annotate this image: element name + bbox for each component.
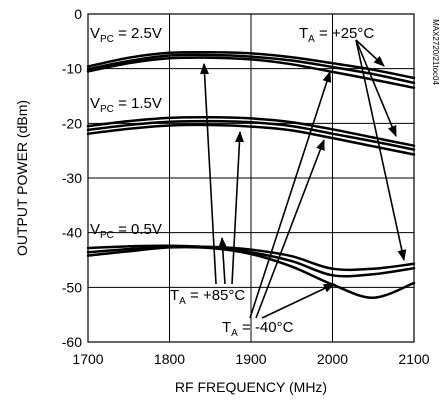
- series-line-1: [86, 53, 416, 85]
- y-tick-labels: 0 -10 -20 -30 -40 -50 -60: [62, 6, 82, 350]
- x-tick-label: 1700: [72, 351, 103, 367]
- arrow-m40c-to-2-5v: [249, 70, 332, 319]
- y-axis-label: OUTPUT POWER (dBm): [14, 100, 30, 256]
- label-ta-plus-85c: TA = +85°C: [170, 287, 245, 307]
- y-tick-label: -60: [62, 334, 82, 350]
- series-line-2: [86, 56, 416, 90]
- figure-reference: MAX2720/21toc04: [431, 19, 440, 85]
- x-tick-label: 2100: [398, 351, 429, 367]
- arrow-25c-to-1-5v: [355, 39, 397, 138]
- y-tick-label: 0: [74, 6, 82, 22]
- arrow-m40c-to-0-5v: [261, 283, 336, 319]
- plot-frame: [87, 13, 415, 343]
- arrow-25c-to-2-5v: [355, 39, 385, 67]
- arrow-85c-to-2-5v: [200, 62, 217, 285]
- y-tick-label: -50: [62, 279, 82, 295]
- arrow-85c-to-0-5v: [218, 236, 228, 285]
- series-line-3: [86, 116, 416, 147]
- series-line-6: [86, 244, 416, 278]
- y-tick-label: -30: [62, 170, 82, 186]
- label-vpc-1-5v: VPC = 1.5V: [90, 95, 162, 115]
- label-vpc-2-5v: VPC = 2.5V: [90, 25, 162, 45]
- x-axis-label: RF FREQUENCY (MHz): [175, 379, 327, 395]
- arrow-m40c-to-1-5v: [255, 138, 325, 319]
- label-vpc-0-5v: VPC = 0.5V: [90, 221, 162, 241]
- series-line-7: [86, 245, 416, 272]
- arrow-25c-to-0-5v: [355, 39, 407, 262]
- series-line-5: [86, 123, 416, 156]
- series-line-8: [86, 245, 416, 299]
- label-ta-minus-40c: TA = -40°C: [222, 319, 294, 339]
- x-tick-label: 1900: [235, 351, 266, 367]
- y-tick-label: -20: [62, 115, 82, 131]
- x-tick-labels: 1700 1800 1900 2000 2100: [72, 351, 429, 367]
- x-tick-label: 1800: [154, 351, 185, 367]
- label-ta-plus-25c: TA = +25°C: [299, 25, 374, 45]
- arrow-85c-to-1-5v: [231, 130, 244, 285]
- y-tick-label: -40: [62, 225, 82, 241]
- x-tick-label: 2000: [317, 351, 348, 367]
- series-line-4: [86, 119, 416, 151]
- annotation-arrows: [200, 39, 407, 319]
- y-tick-label: -10: [62, 61, 82, 77]
